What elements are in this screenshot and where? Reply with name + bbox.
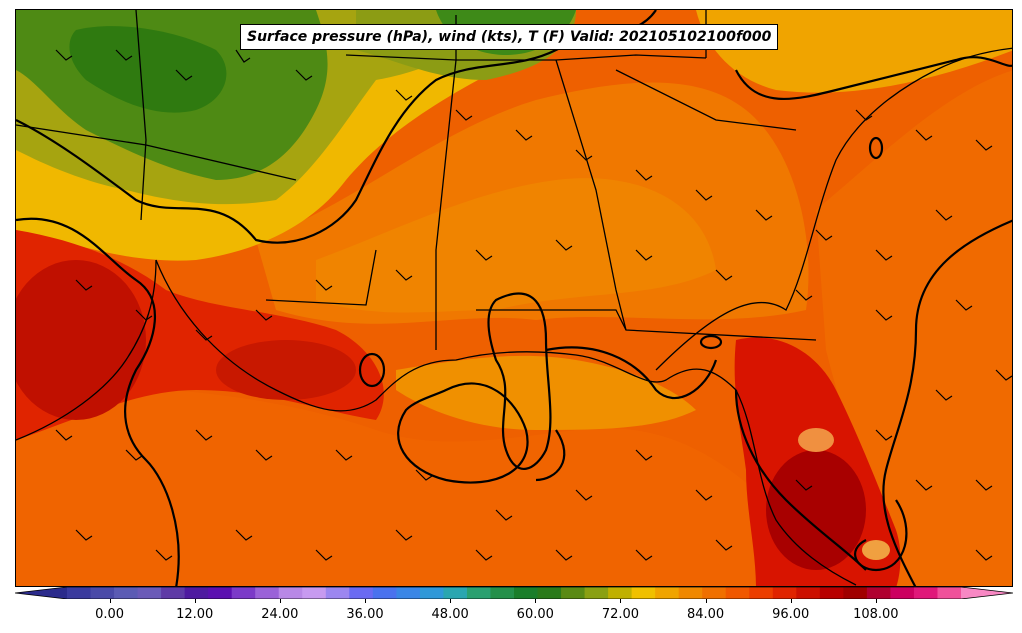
colorbar-tick-label: 0.00: [95, 607, 125, 622]
wind-barbs: [55, 49, 1012, 561]
colorbar-segment: [278, 587, 303, 599]
colorbar-tick: [194, 599, 196, 603]
colorbar-tick: [790, 599, 792, 603]
florida-hot-spot: [798, 428, 834, 452]
colorbar-tick-label: 108.00: [853, 607, 899, 622]
map-panel: Surface pressure (hPa), wind (kts), T (F…: [15, 9, 1013, 587]
colorbar-segment: [137, 587, 162, 599]
colorbar-tick: [450, 599, 452, 603]
colorbar-segment: [655, 587, 680, 599]
colorbar-segment: [325, 587, 350, 599]
colorbar-segment: [514, 587, 539, 599]
colorbar-segment: [114, 587, 139, 599]
colorbar-segment: [372, 587, 397, 599]
temperature-colorbar: [15, 587, 1013, 599]
colorbar-tick: [365, 599, 366, 603]
colorbar-segment: [419, 587, 444, 599]
colorbar-segment: [208, 587, 233, 599]
map-title: Surface pressure (hPa), wind (kts), T (F…: [240, 24, 779, 50]
colorbar-segment: [866, 587, 891, 599]
colorbar-segment: [890, 587, 915, 599]
colorbar-segment: [466, 587, 491, 599]
colorbar-segment: [161, 587, 186, 599]
colorbar-tick: [109, 599, 111, 603]
louisiana-hot-core: [216, 340, 356, 400]
colorbar-segment: [396, 587, 421, 599]
colorbar-segment: [678, 587, 703, 599]
colorbar-segment: [725, 587, 750, 599]
colorbar-segment: [90, 587, 115, 599]
colorbar-ticks: 0.00 12.00 24.00 36.00 48.00 60.00 72.00 84.00 9…: [15, 599, 1013, 629]
colorbar-tick-label: 24.00: [261, 607, 299, 622]
colorbar-segment: [561, 587, 586, 599]
colorbar-segment: [913, 587, 938, 599]
colorbar-segment: [584, 587, 609, 599]
colorbar-tick-label: 48.00: [431, 607, 469, 622]
colorbar-segment: [490, 587, 515, 599]
colorbar-tick: [279, 599, 281, 603]
temperature-map: [16, 10, 1012, 586]
colorbar-segment: [443, 587, 468, 599]
colorbar-tick-label: 36.00: [346, 607, 384, 622]
colorbar-extend-low: [15, 587, 67, 599]
colorbar-segment: [537, 587, 562, 599]
colorbar-segment: [749, 587, 774, 599]
isobars: [16, 10, 1012, 586]
colorbar-segment: [937, 587, 962, 599]
coastlines: [16, 47, 1012, 586]
florida-hot-core: [766, 450, 866, 570]
colorbar-segment: [67, 587, 92, 599]
colorbar-segment: [702, 587, 727, 599]
colorbar-segment: [772, 587, 797, 599]
colorbar-tick-label: 72.00: [601, 607, 640, 622]
colorbar-segment: [255, 587, 280, 599]
colorbar-extend-high: [961, 587, 1013, 599]
dark-green-patch: [69, 26, 227, 113]
colorbar-tick: [875, 599, 877, 603]
colorbar-tick-label: 96.00: [772, 607, 810, 622]
state-borders: [16, 10, 817, 350]
colorbar-segment: [608, 587, 633, 599]
colorbar-segment: [631, 587, 656, 599]
colorbar-segment: [184, 587, 209, 599]
colorbar-segment: [302, 587, 327, 599]
colorbar-tick-label: 84.00: [686, 607, 725, 622]
texas-hot-core: [16, 260, 146, 420]
colorbar-segment: [231, 587, 256, 599]
colorbar-tick: [535, 599, 537, 603]
colorbar-tick: [620, 599, 622, 603]
florida-hot-spot-2: [862, 540, 890, 560]
colorbar-segment: [349, 587, 374, 599]
colorbar-tick: [705, 599, 707, 603]
colorbar-segment: [796, 587, 821, 599]
gulf-coast-band: [396, 355, 696, 430]
colorbar-tick-label: 60.00: [516, 607, 554, 622]
colorbar-segment: [843, 587, 868, 599]
colorbar-segment: [819, 587, 844, 599]
interior-warm-band-2: [316, 178, 716, 313]
gulf-water-field: [16, 386, 776, 586]
colorbar-tick-label: 12.00: [176, 607, 214, 622]
